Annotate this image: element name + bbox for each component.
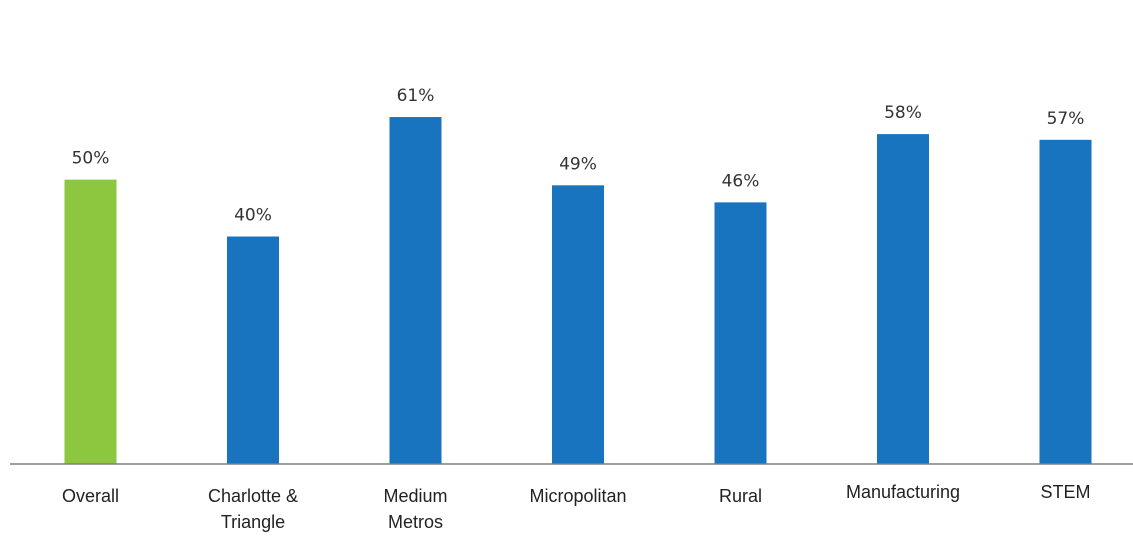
bar-value-label: 57% — [1047, 109, 1085, 129]
bar-5 — [877, 134, 929, 464]
category-label: Manufacturing — [846, 482, 960, 502]
category-label: STEM — [1040, 482, 1090, 502]
category-label: Overall — [62, 486, 119, 506]
bar-6 — [1039, 139, 1092, 464]
bar-value-label: 58% — [884, 103, 922, 123]
bar-1 — [227, 236, 279, 464]
bar-4 — [714, 202, 767, 464]
category-label-line: Micropolitan — [529, 486, 626, 506]
category-label: Rural — [719, 486, 762, 506]
bar-value-label: 40% — [234, 206, 272, 226]
category-label: Micropolitan — [529, 486, 626, 506]
value-labels-group: 50% 40% 61% 49% 46% 58% 57% — [72, 86, 1085, 225]
category-labels-group: Overall Charlotte & Triangle Medium Metros Mi… — [62, 482, 1091, 532]
bar-value-label: 61% — [397, 86, 435, 106]
bar-value-label: 50% — [72, 149, 110, 169]
category-label-line: Medium — [383, 486, 447, 506]
category-label-line: Charlotte & — [208, 486, 298, 506]
bars-group — [64, 117, 1092, 464]
category-label: Medium Metros — [383, 486, 447, 532]
bar-0 — [64, 179, 117, 464]
category-label-line: Manufacturing — [846, 482, 960, 502]
category-label: Charlotte & Triangle — [208, 486, 298, 532]
category-label-line: STEM — [1040, 482, 1090, 502]
category-label-line: Triangle — [221, 512, 285, 532]
category-label-line: Overall — [62, 486, 119, 506]
category-label-line: Rural — [719, 486, 762, 506]
category-label-line: Metros — [388, 512, 443, 532]
bar-2 — [389, 117, 442, 464]
bar-value-label: 49% — [559, 154, 597, 174]
bar-3 — [552, 185, 604, 464]
bar-value-label: 46% — [722, 171, 760, 191]
